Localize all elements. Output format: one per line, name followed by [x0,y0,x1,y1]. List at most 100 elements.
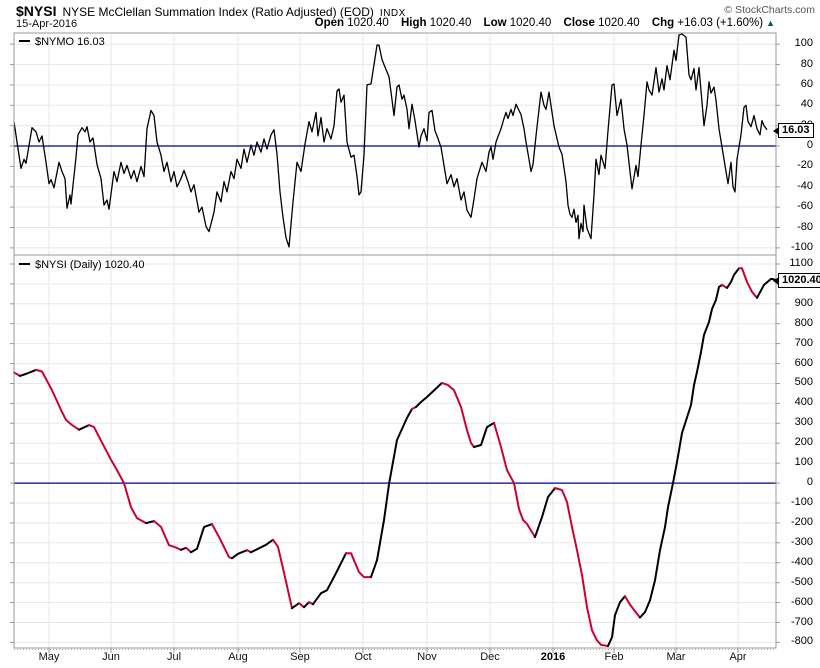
copyright: © StockCharts.com [724,4,815,16]
nysi-line [185,546,192,554]
ohlc-row: Open 1020.40 High 1020.40 Low 1020.40 Cl… [306,17,775,29]
nysi-line [35,368,80,431]
nymo-last-value: 16.03 [782,124,810,136]
month-label: Oct [354,651,372,663]
chart-title: NYSE McClellan Summation Index (Ratio Ad… [62,5,374,19]
month-label: Jun [102,651,120,663]
left-arrow-icon [773,127,779,135]
month-label: Jul [166,651,182,663]
low-label: Low [483,17,507,29]
nysi-line [303,601,310,609]
month-label: Nov [417,651,437,663]
month-label: 2016 [540,651,566,663]
y-tick-label: 200 [794,436,813,449]
nysi-line [624,595,641,619]
close-label: Close [563,17,595,29]
y-tick-label: 600 [794,356,813,369]
nysi-line [554,487,609,647]
nysi-line [473,421,495,448]
nysi-line [78,424,90,431]
month-label: Feb [604,651,624,663]
panel-border [13,32,777,256]
y-tick-label: 500 [794,376,813,389]
nysi-line [370,408,413,579]
y-tick-label: 40 [800,98,813,111]
nysi-line [291,602,300,610]
open-label: Open [314,17,345,29]
month-label: Apr [729,651,747,663]
nysi-line [312,552,347,606]
y-tick-label: 0 [806,139,813,152]
month-label: Aug [228,651,248,663]
y-tick-label: -400 [790,555,813,568]
y-tick-label: 900 [794,296,813,309]
x-axis: May Jun Jul Aug Sep Oct Nov Dec 2016 Feb Mar Apr [0,648,820,668]
y-tick-label: 300 [794,416,813,429]
nysi-line [738,267,758,299]
open-value: 1020.40 [347,17,389,29]
y-tick-label: 60 [800,77,813,90]
month-label: Mar [666,651,686,663]
nysi-line [639,283,723,619]
chart-header: $NYSI NYSE McClellan Summation Index (Rat… [16,3,406,21]
nysi-line [211,523,233,560]
y-axis: 100806040200-20-40-60-80-100110010009008… [778,0,815,668]
nysi-line [441,381,475,448]
nysi-value-box: 1020.40 [773,273,820,288]
high-label: High [401,17,427,29]
nysi-line [13,371,21,377]
nysi-line [493,421,536,539]
symbol: $NYSI [16,3,57,19]
chg-label: Chg [651,17,675,29]
nysi-line [153,520,182,551]
y-tick-label: -40 [797,179,813,192]
close-value: 1020.40 [598,17,640,29]
y-tick-label: 100 [794,37,813,50]
y-tick-label: -60 [797,200,813,213]
legend-nymo-text: $NYMO 16.03 [35,36,105,48]
y-tick-label: -20 [797,159,813,172]
y-tick-label: 0 [806,476,813,489]
month-label: May [38,651,60,663]
nysi-last-value: 1020.40 [782,274,820,286]
nysi-line [88,424,147,525]
y-tick-label: -600 [790,595,813,608]
month-label: Sep [290,651,310,663]
y-tick-label: -100 [790,240,813,253]
y-tick-label: 400 [794,396,813,409]
nysi-line [607,595,626,647]
nysi-line [415,381,443,408]
legend-nysi-text: $NYSI (Daily) 1020.40 [35,259,145,271]
nysi-line [190,523,213,554]
exchange-label: INDX [379,8,406,19]
up-triangle-icon: ▲ [766,18,775,28]
left-arrow-icon [773,277,779,285]
nymo-value-box: 16.03 [773,123,814,138]
high-value: 1020.40 [429,17,472,29]
nysi-line [19,368,37,377]
nysi-line [145,520,155,525]
y-tick-label: 800 [794,316,813,329]
nysi-line [272,538,293,610]
month-label: Dec [480,651,500,663]
nysi-line [231,549,248,560]
y-tick-label: 1100 [789,256,813,269]
legend-nymo: $NYMO 16.03 [19,36,105,48]
legend-nysi: $NYSI (Daily) 1020.40 [19,259,144,271]
y-tick-label: -700 [790,615,813,628]
nysi-line [250,538,274,554]
panel-border [13,254,777,649]
nysi-line [534,487,556,539]
y-tick-label: -100 [790,495,813,508]
chart-date: 15-Apr-2016 [16,18,78,30]
y-tick-label: 100 [794,456,813,469]
y-tick-label: -200 [790,515,813,528]
nysi-line [726,267,740,289]
nymo-line [13,33,768,248]
nysi-line [298,602,305,609]
y-tick-label: 700 [794,336,813,349]
y-tick-label: 80 [800,57,813,70]
low-value: 1020.40 [509,17,552,29]
